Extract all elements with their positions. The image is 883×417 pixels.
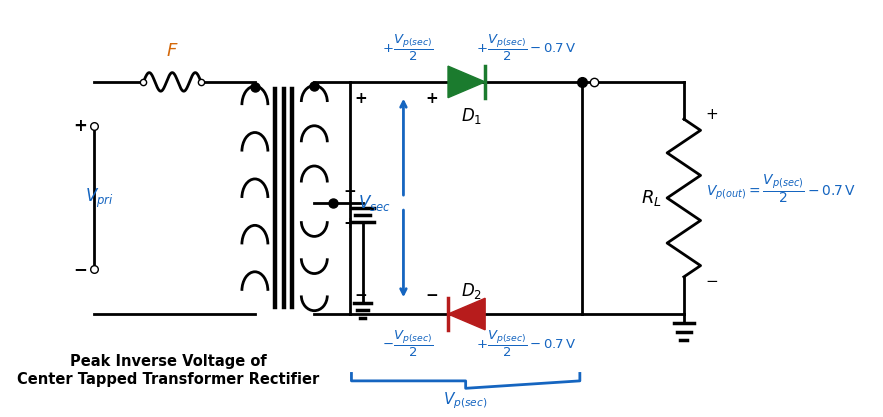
Text: $+\dfrac{V_{p(sec)}}{2}$: $+\dfrac{V_{p(sec)}}{2}$ xyxy=(381,33,433,63)
Text: Peak Inverse Voltage of
Center Tapped Transformer Rectifier: Peak Inverse Voltage of Center Tapped Tr… xyxy=(18,354,320,387)
Text: $+\dfrac{V_{p(sec)}}{2}-0.7\,\mathrm{V}$: $+\dfrac{V_{p(sec)}}{2}-0.7\,\mathrm{V}$ xyxy=(476,33,577,63)
Text: $V_{p(sec)}$: $V_{p(sec)}$ xyxy=(443,390,488,411)
Text: $R_L$: $R_L$ xyxy=(641,188,661,208)
Text: −: − xyxy=(354,288,367,303)
Text: +: + xyxy=(343,216,356,231)
Polygon shape xyxy=(448,298,485,330)
Text: $+\dfrac{V_{p(sec)}}{2}-0.7\,\mathrm{V}$: $+\dfrac{V_{p(sec)}}{2}-0.7\,\mathrm{V}$ xyxy=(476,329,577,359)
Text: −: − xyxy=(73,261,87,279)
Text: +: + xyxy=(73,118,87,136)
Text: −: − xyxy=(343,184,356,199)
Text: +: + xyxy=(425,91,438,106)
Text: $\mathit{F}$: $\mathit{F}$ xyxy=(166,42,178,60)
Polygon shape xyxy=(448,66,485,98)
Text: $-\dfrac{V_{p(sec)}}{2}$: $-\dfrac{V_{p(sec)}}{2}$ xyxy=(381,329,433,359)
Text: $D_1$: $D_1$ xyxy=(461,106,482,126)
Text: −: − xyxy=(425,288,438,303)
Text: $D_2$: $D_2$ xyxy=(461,281,482,301)
Text: −: − xyxy=(706,274,718,289)
Text: $\mathit{V}_{sec}$: $\mathit{V}_{sec}$ xyxy=(358,193,390,213)
Text: $V_{p(out)}=\dfrac{V_{p(sec)}}{2}-0.7\,\mathrm{V}$: $V_{p(out)}=\dfrac{V_{p(sec)}}{2}-0.7\,\… xyxy=(706,172,857,205)
Text: +: + xyxy=(706,107,718,122)
Text: $\mathit{V}_{pri}$: $\mathit{V}_{pri}$ xyxy=(85,186,113,210)
Text: +: + xyxy=(354,91,367,106)
